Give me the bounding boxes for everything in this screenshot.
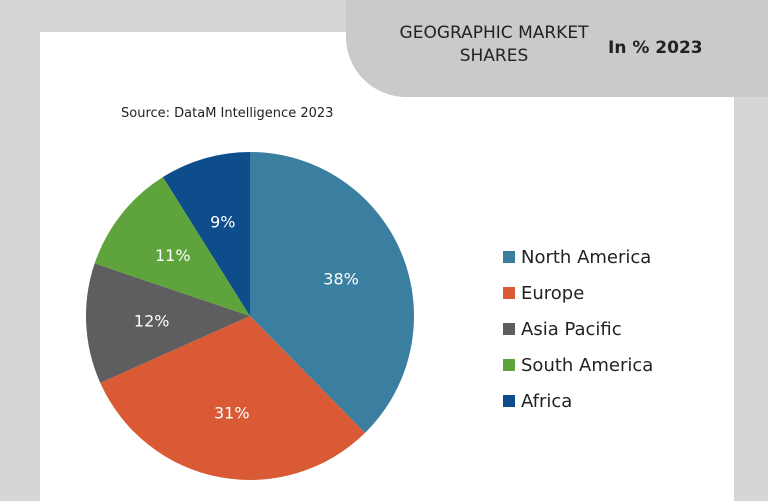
pie-slice-south-america <box>94 177 250 316</box>
legend-swatch <box>503 287 515 299</box>
chart-title: GEOGRAPHIC MARKET SHARES <box>399 23 589 66</box>
legend-item: Asia Pacific <box>503 311 653 347</box>
legend-label: Asia Pacific <box>521 318 622 340</box>
source-note: Source: DataM Intelligence 2023 <box>121 106 334 121</box>
legend-swatch <box>503 323 515 335</box>
pie-slice-africa <box>162 152 250 316</box>
legend-swatch <box>503 395 515 407</box>
pie-data-label: 31% <box>214 404 250 423</box>
legend-label: Africa <box>521 390 573 412</box>
legend-swatch <box>503 251 515 263</box>
legend-item: South America <box>503 347 653 383</box>
pie-data-label: 38% <box>323 270 359 289</box>
legend-item: Africa <box>503 383 653 419</box>
pie-slice-asia-pacific <box>86 263 250 383</box>
pie-data-label: 11% <box>155 246 191 265</box>
pie-data-label: 12% <box>134 312 170 331</box>
pie-data-label: 9% <box>210 212 235 231</box>
legend-label: South America <box>521 354 654 376</box>
chart-subtitle: In % 2023 <box>608 38 703 58</box>
legend-label: North America <box>521 246 652 268</box>
title-tab <box>346 0 768 97</box>
chart-legend: North America Europe Asia Pacific South Ame… <box>503 239 653 419</box>
legend-item: North America <box>503 239 653 275</box>
pie-slice-europe <box>100 316 366 480</box>
legend-label: Europe <box>521 282 585 304</box>
pie-slice-north-america <box>250 152 414 433</box>
legend-swatch <box>503 359 515 371</box>
legend-item: Europe <box>503 275 653 311</box>
